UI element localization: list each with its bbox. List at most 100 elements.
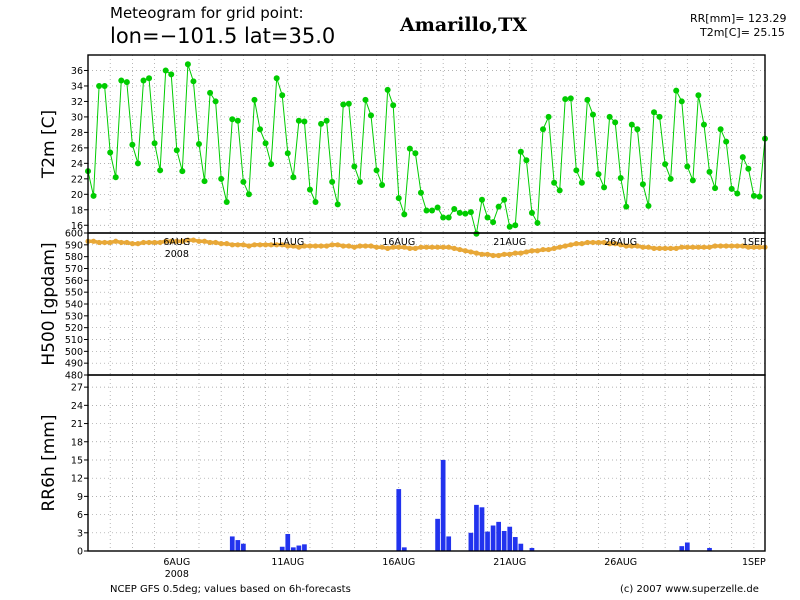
- t2m-point: [218, 175, 225, 182]
- h500-point: [340, 243, 346, 249]
- y-tick-label: 520: [65, 323, 83, 334]
- h500-point: [107, 239, 113, 246]
- h500-point: [262, 242, 269, 248]
- h500-point: [174, 238, 180, 244]
- h500-point: [568, 242, 574, 248]
- t2m-point: [340, 101, 347, 108]
- h500-point: [518, 250, 524, 256]
- rr-bar: [474, 504, 479, 551]
- t2m-point: [601, 184, 608, 191]
- h500-point: [412, 245, 419, 251]
- h500-point: [307, 243, 313, 249]
- t2m-point: [490, 219, 497, 226]
- h500-point: [690, 244, 696, 250]
- h500-point: [274, 242, 280, 248]
- t2m-point: [645, 202, 652, 209]
- t2m-point: [107, 149, 114, 156]
- t2m-point: [362, 96, 369, 103]
- h500-point: [607, 241, 613, 247]
- y-tick-label: 24: [71, 159, 83, 170]
- h500-point: [446, 244, 452, 250]
- t2m-point: [517, 148, 524, 155]
- panel-frame: [87, 232, 766, 376]
- t2m-point: [734, 190, 741, 197]
- rr-bar: [302, 544, 307, 551]
- t2m-point: [245, 191, 252, 198]
- h500-point: [457, 246, 463, 253]
- h500-point: [712, 243, 718, 249]
- h500-point: [235, 242, 241, 248]
- y-tick-label: 18: [71, 437, 83, 448]
- t2m-point: [628, 121, 635, 128]
- t2m-point: [467, 209, 474, 216]
- t2m-point: [162, 67, 169, 74]
- h500-point: [612, 241, 618, 247]
- t2m-point: [90, 192, 97, 199]
- x-tick-label-upper: 1SEP: [742, 237, 766, 248]
- h500-point: [512, 250, 518, 256]
- y-axis-label: T2m [C]: [39, 110, 59, 179]
- y-tick-label: 6: [77, 510, 83, 521]
- h500-point: [679, 244, 685, 250]
- h500-point: [401, 244, 407, 250]
- h500-point: [640, 244, 646, 250]
- t2m-point: [257, 126, 264, 133]
- y-tick-label: 28: [71, 128, 83, 139]
- t2m-point: [401, 211, 408, 218]
- h500-point: [507, 251, 513, 257]
- x-tick-label-upper: 6AUG: [163, 237, 190, 248]
- t2m-point: [506, 223, 513, 230]
- h500-point: [579, 241, 585, 247]
- h500-point: [124, 239, 130, 246]
- t2m-point: [706, 168, 713, 175]
- data-source: NCEP GFS 0.5deg; values based on 6h-fore…: [110, 584, 351, 595]
- t2m-point: [651, 109, 658, 116]
- y-tick-label: 12: [71, 474, 83, 485]
- t2m-point: [462, 210, 469, 217]
- h500-point: [695, 244, 702, 250]
- t2m-point: [334, 201, 341, 208]
- rr-bar: [501, 530, 507, 551]
- rr-bar: [479, 507, 485, 551]
- t2m-point: [540, 126, 547, 133]
- x-tick-label-upper: 26AUG: [604, 237, 637, 248]
- t2m-point: [440, 214, 447, 221]
- h500-point: [185, 237, 191, 243]
- h500-point: [595, 239, 602, 246]
- t2m-point: [251, 96, 258, 103]
- t2m-point: [495, 203, 502, 210]
- y-axis-label: RR6h [mm]: [39, 414, 59, 511]
- h500-point: [523, 249, 529, 255]
- y-tick-label: 36: [71, 66, 83, 77]
- t2m-point: [96, 82, 103, 89]
- x-tick-label-bottom: 16AUG: [382, 557, 415, 568]
- t2m-point: [240, 178, 247, 185]
- h500-point: [146, 239, 152, 246]
- h500-point: [484, 251, 491, 257]
- t2m-point: [345, 100, 352, 107]
- t2m-point: [157, 167, 164, 174]
- t2m-point: [434, 204, 441, 211]
- x-tick-label-bottom: 21AUG: [493, 557, 526, 568]
- rr-bar: [435, 518, 440, 551]
- rr-bar: [468, 532, 474, 551]
- h500-point: [718, 243, 724, 249]
- t2m-point: [712, 185, 719, 192]
- x-tick-label-bottom: 26AUG: [604, 557, 637, 568]
- t2m-point: [501, 196, 508, 203]
- t2m-point: [146, 75, 153, 82]
- h500-point: [451, 245, 457, 251]
- t2m-point: [290, 174, 297, 181]
- t2m-point: [118, 77, 125, 84]
- t2m-point: [578, 179, 585, 186]
- t2m-point: [195, 141, 202, 147]
- t2m-point: [207, 89, 214, 96]
- x-tick-label-bottom: 6AUG: [163, 557, 190, 568]
- h500-point: [634, 243, 640, 249]
- h500-point: [168, 238, 174, 244]
- x-tick-label-upper: 11AUG: [271, 237, 304, 248]
- h500-point: [440, 244, 446, 250]
- h500-point: [490, 252, 496, 259]
- h500-point: [329, 242, 335, 248]
